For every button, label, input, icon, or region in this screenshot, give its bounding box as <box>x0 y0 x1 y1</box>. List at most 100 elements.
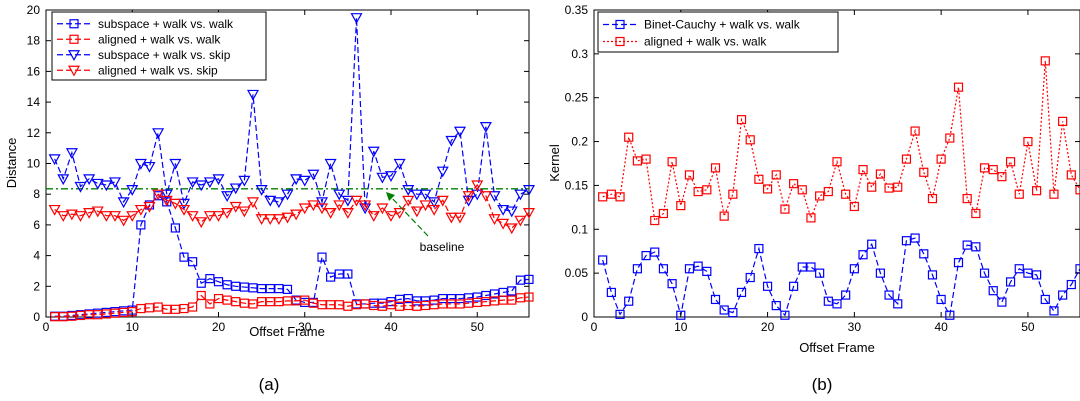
y-tick-label: 0 <box>581 310 588 324</box>
x-axis-label-b: Offset Frame <box>799 340 875 355</box>
data-point <box>489 296 500 306</box>
data-point <box>196 290 206 301</box>
data-point <box>170 223 180 233</box>
data-point <box>684 264 695 274</box>
legend-item: aligned + walk vs. walk <box>57 32 221 46</box>
data-point <box>728 308 738 318</box>
data-point <box>152 189 165 201</box>
data-point <box>1075 264 1080 274</box>
data-point <box>988 286 998 296</box>
y-tick-label: 12 <box>27 126 41 140</box>
x-tick-label: 20 <box>761 320 775 334</box>
data-point <box>438 299 448 309</box>
plot-marks-b <box>598 56 1080 320</box>
data-point <box>169 158 182 170</box>
data-point <box>100 180 113 192</box>
data-point <box>1032 186 1042 196</box>
data-point <box>524 274 534 284</box>
data-point <box>48 204 61 216</box>
series-aligned-walk-vs-walk <box>598 56 1080 226</box>
series-line-aligned-walk-vs-walk <box>602 60 1080 222</box>
data-point <box>893 299 903 309</box>
data-point <box>953 82 964 92</box>
data-point <box>453 212 467 224</box>
data-point <box>117 215 130 227</box>
data-point <box>498 295 508 305</box>
data-point <box>815 268 825 278</box>
legend-label: Binet-Cauchy + walk vs. walk <box>644 18 801 32</box>
data-point <box>186 177 199 189</box>
series-aligned-walk-vs-skip <box>48 180 536 235</box>
data-point <box>248 283 258 293</box>
data-point <box>410 189 423 201</box>
y-axis-label-b: Kernel <box>547 144 562 182</box>
data-point <box>464 293 474 303</box>
y-tick-label: 0.2 <box>571 135 588 149</box>
x-tick-label: 40 <box>934 320 948 334</box>
data-point <box>693 261 703 271</box>
chart-panel-b: 0 10 20 30 40 50 0 0.05 0.1 0.15 0.2 0.25 0.3 0.35 Of… <box>547 3 1080 394</box>
data-point <box>971 208 981 219</box>
data-point <box>203 177 216 189</box>
data-point <box>471 180 484 192</box>
data-point <box>745 135 755 145</box>
data-point <box>317 252 327 262</box>
data-point <box>324 208 337 219</box>
legend-marker <box>69 34 79 44</box>
y-tick-label: 0.1 <box>571 222 588 236</box>
data-point <box>367 211 380 222</box>
data-point <box>350 195 363 207</box>
data-point <box>300 295 310 305</box>
data-point <box>736 115 747 125</box>
data-point <box>395 301 405 311</box>
data-point <box>152 128 165 140</box>
data-point <box>420 296 431 306</box>
data-point <box>265 284 275 294</box>
data-point <box>343 301 353 311</box>
data-point <box>453 126 467 138</box>
data-point <box>780 310 790 320</box>
data-point <box>1058 290 1068 300</box>
data-point <box>205 299 215 309</box>
data-point <box>736 287 747 298</box>
data-point <box>274 297 284 307</box>
data-point <box>445 135 458 147</box>
data-point <box>667 157 677 167</box>
data-point <box>75 310 86 321</box>
data-point <box>308 298 318 308</box>
x-tick-label: 10 <box>126 320 140 334</box>
data-point <box>676 201 686 211</box>
series-binet-cauchy-walk-vs-walk <box>598 233 1080 320</box>
data-point <box>823 186 833 197</box>
data-point <box>910 126 920 136</box>
data-point <box>222 295 232 305</box>
y-tick-label: 14 <box>27 95 41 109</box>
data-point <box>598 255 608 265</box>
data-point <box>315 197 329 209</box>
data-point <box>693 186 703 197</box>
data-point <box>144 303 155 313</box>
chart-panel-a: 0 10 20 30 40 50 0 2 4 6 8 10 12 14 16 18 20 Offset Fram… <box>4 3 536 394</box>
axis-ticks-b: 0 10 20 30 40 50 0 0.05 0.1 0.15 0.2 0.25 0.3 0.35 <box>565 3 1080 334</box>
data-point <box>341 208 354 219</box>
data-point <box>754 243 764 254</box>
data-point <box>93 310 103 320</box>
data-point <box>403 293 413 304</box>
legend-marker <box>67 65 81 77</box>
series-line-subspace-walk-vs-walk <box>54 194 530 317</box>
data-point <box>849 264 859 274</box>
data-point <box>832 157 842 167</box>
data-point <box>936 294 946 305</box>
data-point <box>91 178 104 190</box>
data-point <box>1014 189 1024 199</box>
plot-marks-a <box>46 13 536 322</box>
data-point <box>1005 157 1016 167</box>
caption-a: (a) <box>259 375 280 394</box>
data-point <box>745 272 755 283</box>
data-point <box>806 262 816 272</box>
y-tick-label: 0 <box>33 310 40 324</box>
data-point <box>212 174 225 186</box>
data-point <box>455 299 465 309</box>
data-point <box>359 203 372 215</box>
data-point <box>505 206 518 218</box>
